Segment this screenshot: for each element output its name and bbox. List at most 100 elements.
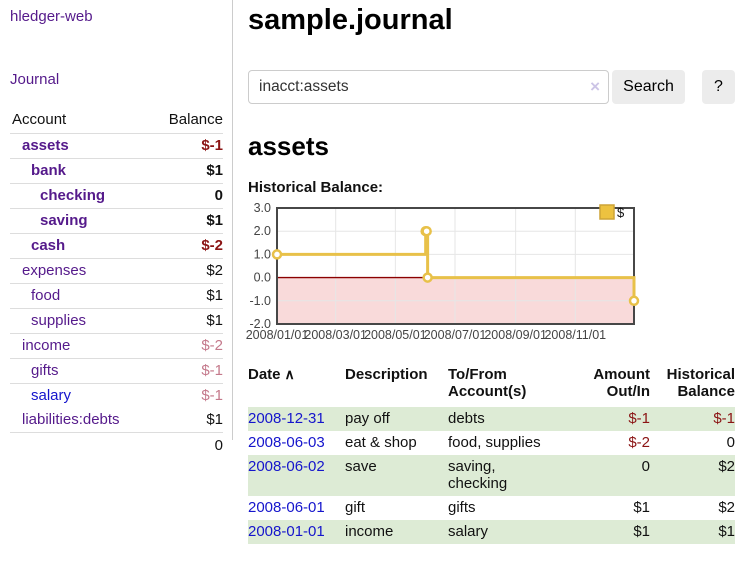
main-content: sample.journal × Search ? assets Histori… — [233, 0, 742, 544]
transaction-amount: $-2 — [628, 434, 650, 451]
account-row: cash $-2 — [10, 233, 223, 259]
y-tick-label: 0.0 — [254, 271, 271, 285]
help-button[interactable]: ? — [702, 70, 735, 104]
transaction-date-link[interactable]: 2008-06-02 — [248, 458, 325, 475]
account-link[interactable]: income — [22, 337, 71, 354]
transaction-row: 2008-12-31 pay off debts $-1 $-1 — [248, 407, 735, 431]
sort-ascending-icon: ∧ — [284, 366, 295, 382]
account-balance: $-1 — [201, 387, 223, 404]
transaction-accounts: debts — [448, 410, 485, 427]
transaction-date-link[interactable]: 2008-06-01 — [248, 499, 325, 516]
account-link[interactable]: expenses — [22, 262, 87, 279]
account-link[interactable]: assets — [22, 137, 69, 154]
accounts-header-account: Account — [10, 109, 151, 134]
accounts-total-value: 0 — [150, 432, 223, 458]
transaction-amount: $1 — [633, 523, 650, 540]
plot-border — [276, 207, 635, 325]
account-balance: $1 — [150, 158, 223, 184]
y-tick-label: 2.0 — [254, 224, 271, 238]
accounts-table: Account Balance assets $-1 bank $1 checking 0… — [10, 109, 223, 458]
account-link[interactable]: supplies — [31, 312, 87, 329]
x-tick-label: 2008/03/01 — [304, 328, 367, 342]
register-header-amount: Amount Out/In — [593, 366, 650, 400]
app-title-link[interactable]: hledger-web — [10, 8, 93, 25]
account-row: income $-2 — [10, 333, 223, 359]
transaction-amount: $1 — [633, 499, 650, 516]
transaction-date-link[interactable]: 2008-06-03 — [248, 434, 325, 451]
account-link[interactable]: liabilities:debts — [22, 411, 120, 428]
accounts-header-balance: Balance — [150, 109, 223, 134]
search-input[interactable] — [248, 70, 609, 104]
account-link[interactable]: cash — [31, 237, 66, 254]
register-header-date[interactable]: Date ∧ — [248, 366, 295, 383]
transaction-row: 2008-06-02 save saving, checking 0 $2 — [248, 455, 735, 496]
account-link[interactable]: gifts — [31, 362, 59, 379]
transaction-balance: $2 — [718, 458, 735, 475]
y-tick-label: 1.0 — [254, 247, 271, 261]
transaction-balance: 0 — [726, 434, 735, 451]
chart-label: Historical Balance: — [248, 179, 384, 196]
account-balance: 0 — [150, 183, 223, 209]
account-link[interactable]: bank — [31, 162, 67, 179]
register-header-row: Date ∧ Description To/From Account(s) Amo… — [248, 364, 735, 407]
transaction-date-link[interactable]: 2008-01-01 — [248, 523, 325, 540]
transaction-description: eat & shop — [345, 434, 417, 451]
transaction-amount: 0 — [641, 458, 650, 475]
x-tick-label: 2008/05/01 — [364, 328, 427, 342]
historical-balance-chart: 3.0 2.0 1.0 0.0 -1.0 -2.0 2008/01/01 2008/03/01… — [246, 200, 735, 346]
transaction-row: 2008-01-01 income salary $1 $1 — [248, 520, 735, 544]
legend-swatch — [599, 204, 615, 220]
search-row: × Search ? — [248, 70, 735, 104]
register-table-body: 2008-12-31 pay off debts $-1 $-1 2008-06-03 ea… — [248, 407, 735, 544]
account-row: salary $-1 — [10, 384, 223, 409]
account-balance: $2 — [150, 258, 223, 284]
account-row: saving $1 — [10, 208, 223, 234]
account-link[interactable]: checking — [40, 187, 106, 204]
account-row: checking 0 — [10, 183, 223, 209]
clear-search-icon[interactable]: × — [590, 77, 600, 96]
register-header-account: To/From Account(s) — [448, 366, 527, 400]
search-button[interactable]: Search — [612, 70, 685, 104]
transaction-description: save — [345, 458, 377, 475]
account-link[interactable]: saving — [40, 212, 88, 229]
transaction-date-link[interactable]: 2008-12-31 — [248, 410, 325, 427]
data-point-marker — [421, 225, 432, 237]
register-header-balance: Historical Balance — [666, 366, 735, 400]
account-balance: $1 — [150, 408, 223, 433]
account-balance: $-2 — [150, 333, 223, 359]
transaction-description: gift — [345, 499, 366, 516]
x-tick-label: 2008/01/01 — [246, 328, 309, 342]
sidebar-divider — [232, 0, 233, 440]
account-link[interactable]: food — [31, 287, 61, 304]
account-row: supplies $1 — [10, 308, 223, 334]
data-point-marker — [271, 249, 283, 260]
register-table: Date ∧ Description To/From Account(s) Amo… — [248, 364, 735, 544]
register-header-description: Description — [345, 366, 428, 383]
y-tick-label: -1.0 — [249, 294, 271, 308]
account-balance: $-2 — [150, 233, 223, 259]
account-row: food $1 — [10, 283, 223, 309]
account-balance: $-1 — [150, 133, 223, 159]
accounts-total-row: 0 — [10, 432, 223, 458]
page-title: sample.journal — [248, 4, 453, 36]
search-box: × — [248, 70, 609, 104]
transaction-accounts: food, supplies — [448, 434, 541, 451]
account-row: expenses $2 — [10, 258, 223, 284]
transaction-amount: $-1 — [628, 410, 650, 427]
transaction-row: 2008-06-01 gift gifts $1 $2 — [248, 496, 735, 520]
sidebar-item-journal[interactable]: Journal — [10, 71, 60, 88]
legend-label: $ — [617, 205, 625, 220]
sidebar: hledger-web Journal Account Balance asse… — [0, 0, 233, 544]
transaction-row: 2008-06-03 eat & shop food, supplies $-2 0 — [248, 431, 735, 455]
transaction-balance: $-1 — [713, 410, 735, 427]
account-row: assets $-1 — [10, 133, 223, 159]
account-row: bank $1 — [10, 158, 223, 184]
account-balance: $-1 — [150, 358, 223, 384]
account-heading: assets — [248, 131, 329, 161]
transaction-accounts: saving, checking — [448, 458, 508, 492]
account-row: gifts $-1 — [10, 358, 223, 384]
data-point-marker — [628, 295, 640, 307]
account-row: liabilities:debts $1 — [10, 408, 223, 433]
account-link[interactable]: salary — [31, 387, 72, 404]
y-tick-label: 3.0 — [254, 201, 271, 215]
